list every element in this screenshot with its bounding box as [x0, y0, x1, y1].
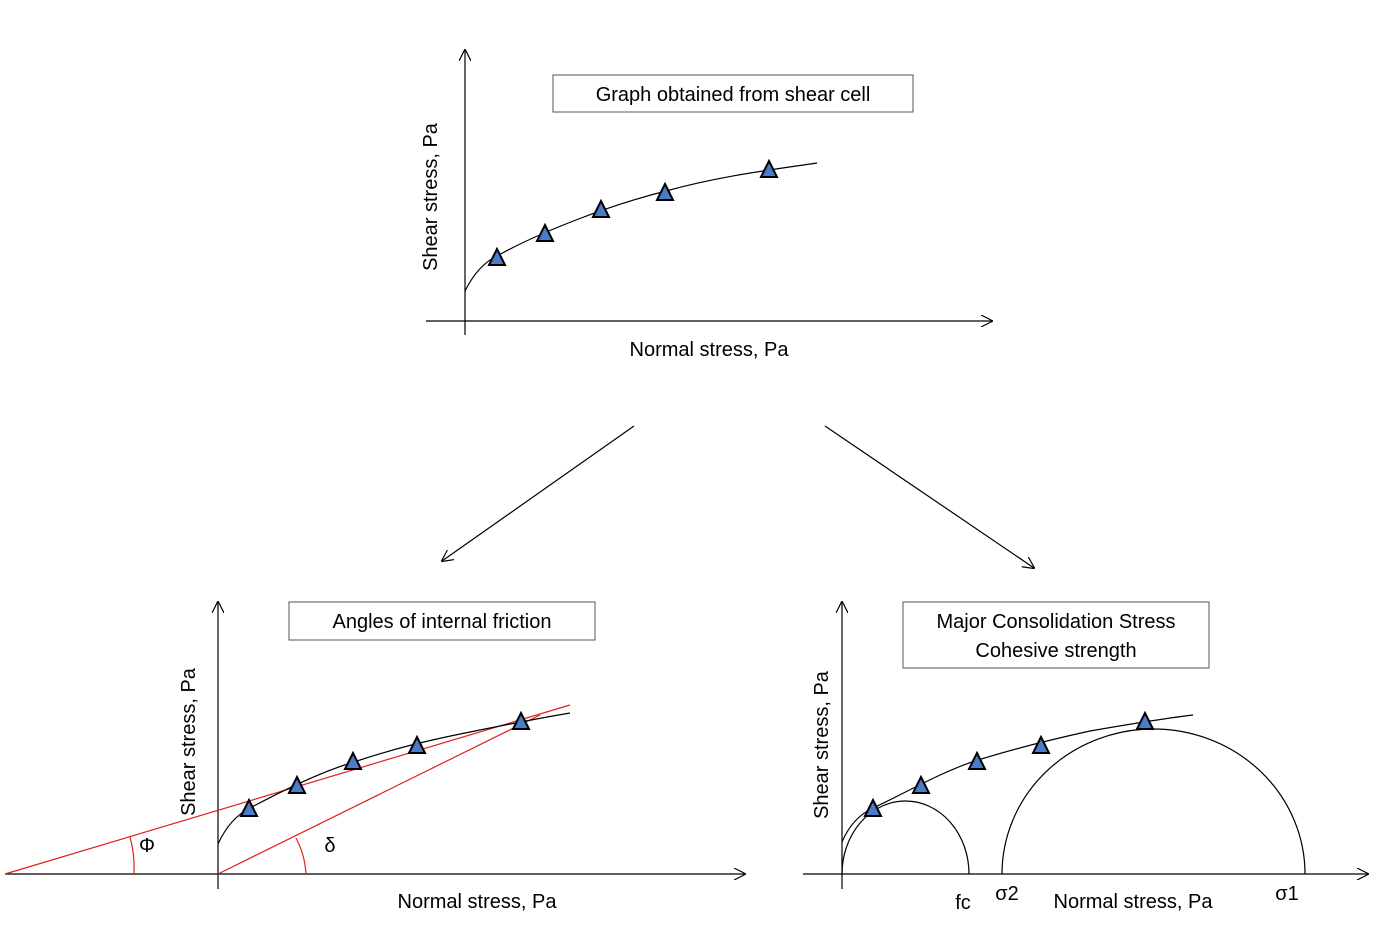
data-point-marker: [655, 181, 675, 201]
arrow-to-right-panel: [824, 425, 1034, 568]
left-title-box: [288, 601, 596, 641]
label-fc: fc: [955, 892, 971, 914]
right-title-line2: Cohesive strength: [975, 640, 1136, 662]
top-panel: Graph obtained from shear cell Normal st…: [420, 50, 992, 361]
top-xlabel: Normal stress, Pa: [630, 339, 790, 361]
left-xlabel: Normal stress, Pa: [398, 891, 558, 913]
right-title-line1: Major Consolidation Stress: [937, 611, 1176, 633]
top-ylabel: Shear stress, Pa: [420, 122, 442, 271]
data-point-marker: [863, 797, 883, 817]
data-point-marker: [967, 750, 987, 770]
label-sigma2: σ2: [995, 883, 1018, 905]
delta-angle-arc: [295, 837, 307, 875]
top-title-box: [552, 74, 914, 113]
left-markers: [239, 710, 531, 817]
data-point-marker: [1135, 710, 1155, 730]
data-point-marker: [343, 750, 363, 770]
label-sigma1: σ1: [1275, 883, 1298, 905]
right-yield-curve: [841, 714, 1194, 843]
bottom-left-panel: Φ δ Angles of internal friction Normal s…: [4, 601, 745, 913]
data-point-marker: [287, 774, 307, 794]
angle-delta-label: δ: [324, 835, 335, 857]
arrow-to-left-panel: [442, 425, 635, 561]
data-point-marker: [1031, 734, 1051, 754]
top-markers: [487, 158, 779, 266]
small-mohr-circle: [841, 800, 970, 875]
data-point-marker: [511, 710, 531, 730]
right-ylabel: Shear stress, Pa: [811, 670, 833, 819]
data-point-marker: [591, 198, 611, 218]
bottom-right-panel: Major Consolidation Stress Cohesive stre…: [803, 602, 1368, 914]
data-point-marker: [535, 222, 555, 242]
left-title: Angles of internal friction: [332, 611, 551, 633]
phi-angle-arc: [129, 836, 135, 875]
data-point-marker: [759, 158, 779, 178]
right-markers: [863, 710, 1155, 817]
angle-phi-label: Φ: [139, 835, 155, 857]
data-point-marker: [407, 734, 427, 754]
left-ylabel: Shear stress, Pa: [178, 667, 200, 816]
right-title-box: [902, 601, 1210, 669]
left-yield-curve: [217, 712, 571, 845]
data-point-marker: [239, 797, 259, 817]
top-title: Graph obtained from shear cell: [596, 84, 871, 106]
top-yield-curve: [464, 162, 818, 292]
delta-tangent-line: [217, 714, 541, 875]
data-point-marker: [911, 774, 931, 794]
data-point-marker: [487, 246, 507, 266]
right-xlabel: Normal stress, Pa: [1054, 891, 1214, 913]
